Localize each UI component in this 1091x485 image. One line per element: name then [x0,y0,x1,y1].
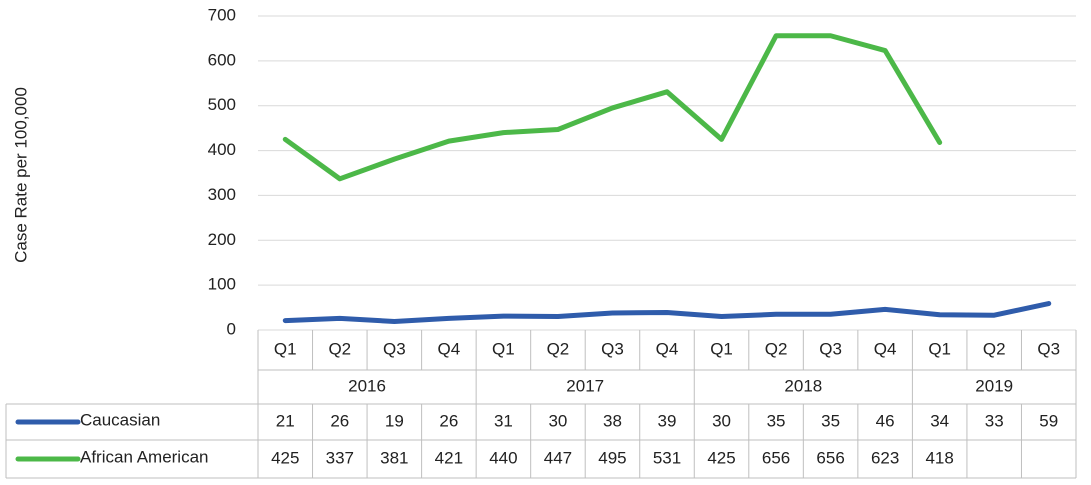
x-tick-label: Q2 [547,339,570,358]
x-tick-label: Q4 [656,339,679,358]
table-value: 59 [1039,411,1058,430]
table-value: 30 [548,411,567,430]
x-tick-label: Q3 [819,339,842,358]
y-tick-label: 400 [208,140,236,159]
y-tick-label: 0 [227,319,236,338]
x-tick-label: Q3 [601,339,624,358]
y-tick-label: 500 [208,95,236,114]
x-tick-label: Q1 [710,339,733,358]
series-line [282,301,1052,324]
table-value: 34 [930,411,949,430]
table-value: 46 [876,411,895,430]
x-tick-label: Q1 [274,339,297,358]
table-value: 38 [603,411,622,430]
table-value: 425 [707,448,735,467]
y-tick-label: 600 [208,50,236,69]
y-tick-label: 300 [208,185,236,204]
y-axis-label: Case Rate per 100,000 [11,87,30,263]
x-group-label: 2017 [566,376,604,395]
x-tick-label: Q4 [438,339,461,358]
table-value: 26 [330,411,349,430]
table-value: 623 [871,448,899,467]
x-tick-label: Q2 [765,339,788,358]
table-value: 425 [271,448,299,467]
x-tick-label: Q3 [383,339,406,358]
table-value: 19 [385,411,404,430]
x-group-label: 2018 [784,376,822,395]
table-value: 421 [435,448,463,467]
y-tick-label: 200 [208,230,236,249]
x-tick-label: Q3 [1037,339,1060,358]
x-group-label: 2016 [348,376,386,395]
table-value: 656 [816,448,844,467]
table-value: 33 [985,411,1004,430]
table-value: 440 [489,448,517,467]
table-value: 337 [326,448,354,467]
series-line [282,33,943,182]
x-tick-label: Q1 [492,339,515,358]
table-value: 21 [276,411,295,430]
table-value: 35 [821,411,840,430]
x-tick-label: Q1 [928,339,951,358]
legend-label: African American [80,447,209,466]
table-value: 447 [544,448,572,467]
x-group-label: 2019 [975,376,1013,395]
x-tick-label: Q4 [874,339,897,358]
table-value: 39 [658,411,677,430]
legend-label: Caucasian [80,410,160,429]
x-tick-label: Q2 [328,339,351,358]
table-value: 30 [712,411,731,430]
y-tick-label: 100 [208,275,236,294]
table-value: 531 [653,448,681,467]
table-value: 495 [598,448,626,467]
table-value: 381 [380,448,408,467]
x-tick-label: Q2 [983,339,1006,358]
y-tick-label: 700 [208,5,236,24]
table-value: 26 [439,411,458,430]
table-value: 35 [767,411,786,430]
table-value: 31 [494,411,513,430]
table-value: 418 [925,448,953,467]
table-value: 656 [762,448,790,467]
